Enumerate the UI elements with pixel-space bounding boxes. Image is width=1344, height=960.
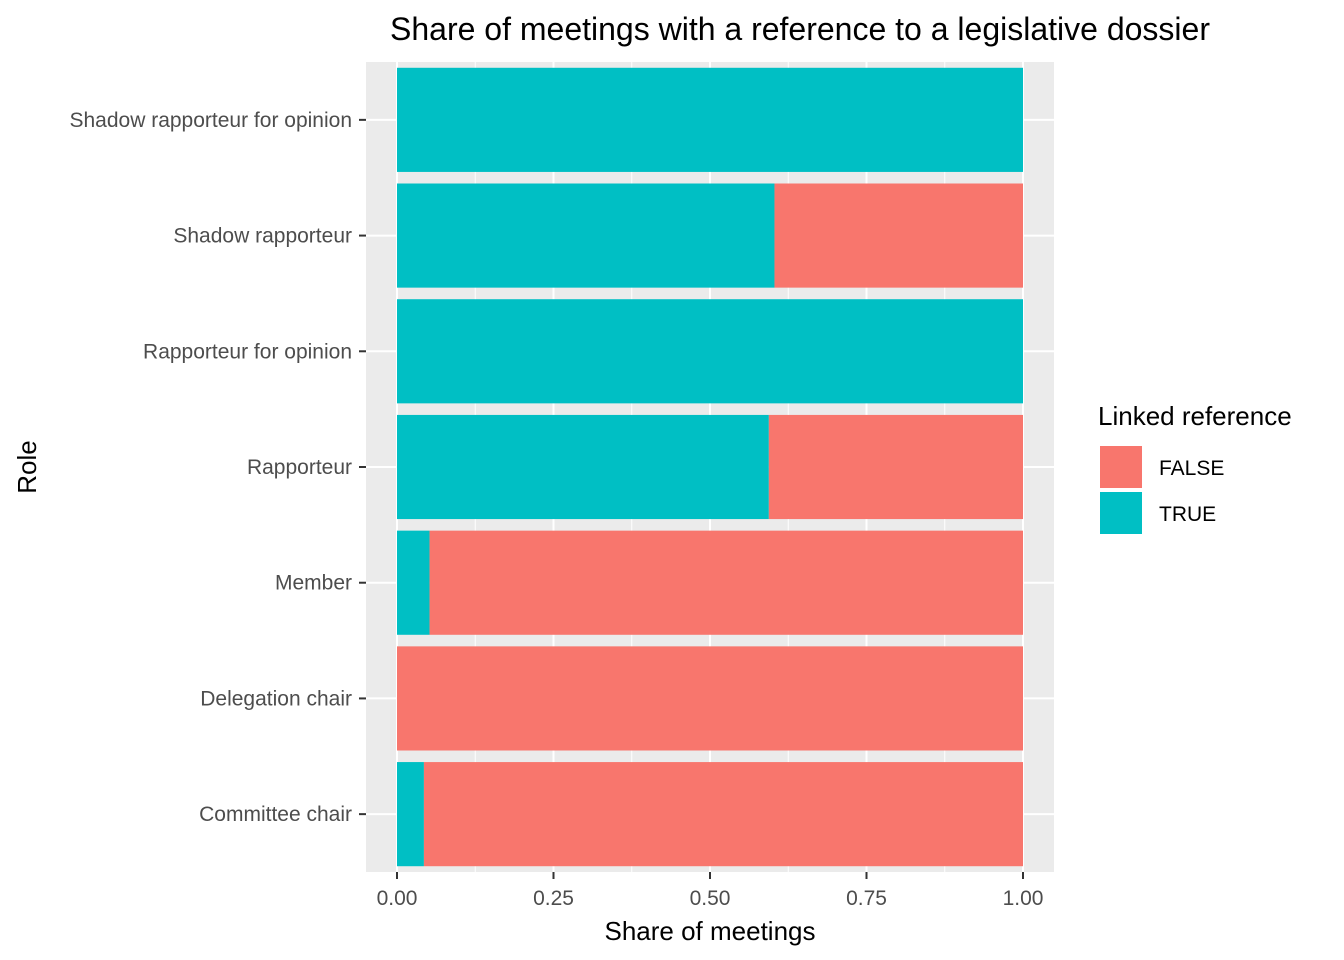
legend-title: Linked reference xyxy=(1098,401,1292,431)
x-tick-label: 0.50 xyxy=(690,887,731,910)
x-tick-label: 0.25 xyxy=(533,887,574,910)
bar-member-true xyxy=(397,530,430,635)
y-axis-title: Role xyxy=(12,440,42,493)
y-tick-label: Member xyxy=(275,572,352,595)
x-axis-title: Share of meetings xyxy=(604,916,815,946)
x-tick-label: 0.75 xyxy=(846,887,887,910)
bar-shadow-rapporteur-true xyxy=(397,183,775,288)
legend-label-false: FALSE xyxy=(1159,457,1224,480)
bar-rapporteur-for-opinion-true xyxy=(397,299,1023,404)
chart-title: Share of meetings with a reference to a … xyxy=(390,11,1210,47)
y-tick-label: Shadow rapporteur xyxy=(173,225,352,248)
bar-shadow-rapporteur-false xyxy=(774,183,1023,288)
y-tick-label: Rapporteur for opinion xyxy=(143,340,352,363)
x-tick-label: 1.00 xyxy=(1003,887,1044,910)
bar-member-false xyxy=(429,530,1023,635)
legend-key-false xyxy=(1098,444,1144,490)
bar-rapporteur-true xyxy=(397,414,769,520)
bar-shadow-rapporteur-for-opinion-true xyxy=(397,67,1023,172)
y-axis: Committee chair Delegation chair Member Rap… xyxy=(69,109,366,826)
bar-delegation-chair-false xyxy=(397,646,1023,751)
bars xyxy=(397,67,1024,867)
x-axis: 0.00 0.25 0.50 0.75 1.00 xyxy=(377,872,1044,910)
y-tick-label: Rapporteur xyxy=(247,456,352,479)
y-tick-label: Delegation chair xyxy=(200,687,352,710)
bar-committee-chair-false xyxy=(423,762,1024,867)
y-tick-label: Shadow rapporteur for opinion xyxy=(69,109,352,132)
y-tick-label: Committee chair xyxy=(199,803,352,826)
bar-rapporteur-false xyxy=(768,414,1023,520)
bar-committee-chair-true xyxy=(397,762,424,867)
legend: Linked reference FALSE TRUE xyxy=(1098,401,1292,536)
legend-key-true xyxy=(1098,490,1144,536)
legend-label-true: TRUE xyxy=(1159,503,1216,526)
x-tick-label: 0.00 xyxy=(377,887,418,910)
